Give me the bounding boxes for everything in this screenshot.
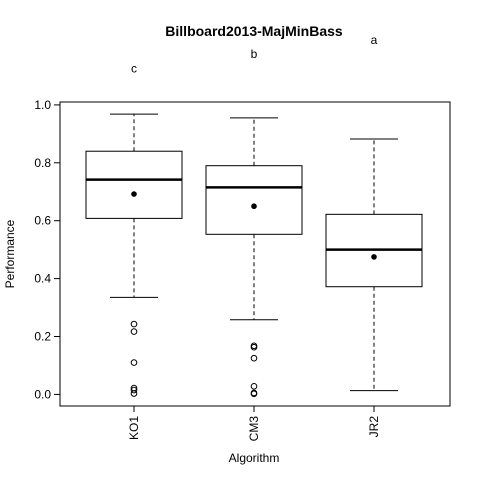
outlier-point: [130, 320, 138, 328]
box-cm3: b: [205, 47, 303, 398]
y-tick-label: 0.2: [34, 330, 51, 344]
boxes-layer: c b a: [85, 33, 423, 398]
y-tick-label: 0.4: [34, 272, 51, 286]
y-tick-label: 0.6: [34, 214, 51, 228]
outlier-point: [250, 390, 258, 398]
y-axis-label: Performance: [3, 219, 17, 288]
group-letter: c: [131, 62, 137, 76]
x-tick-label: KO1: [127, 416, 141, 440]
y-tick-label: 0.0: [34, 387, 51, 401]
outlier-point: [250, 343, 258, 351]
outlier-point: [130, 328, 138, 335]
outlier-point: [250, 383, 258, 390]
x-axis: KO1 CM3 JR2: [127, 406, 381, 441]
x-tick-label: CM3: [247, 416, 261, 442]
y-tick-label: 0.8: [34, 156, 51, 170]
mean-point: [251, 203, 257, 210]
group-letter: a: [371, 33, 378, 47]
iqr-box: [85, 150, 183, 219]
group-letter: b: [251, 47, 258, 61]
box-ko1: c: [85, 62, 183, 397]
y-tick-label: 1.0: [34, 98, 51, 112]
chart-title: Billboard2013-MajMinBass: [165, 23, 343, 39]
iqr-box: [205, 165, 303, 235]
mean-point: [131, 191, 137, 197]
box-jr2: a: [325, 33, 423, 392]
plot-frame: [59, 101, 451, 407]
y-axis: 0.0 0.2 0.4 0.6 0.8 1.0: [34, 98, 60, 401]
mean-point: [371, 254, 377, 260]
x-axis-label: Algorithm: [229, 451, 280, 465]
outlier-point: [130, 386, 138, 394]
outlier-point: [130, 390, 138, 397]
outlier-point: [130, 359, 138, 366]
outlier-point: [250, 354, 258, 362]
x-tick-label: JR2: [367, 416, 381, 438]
